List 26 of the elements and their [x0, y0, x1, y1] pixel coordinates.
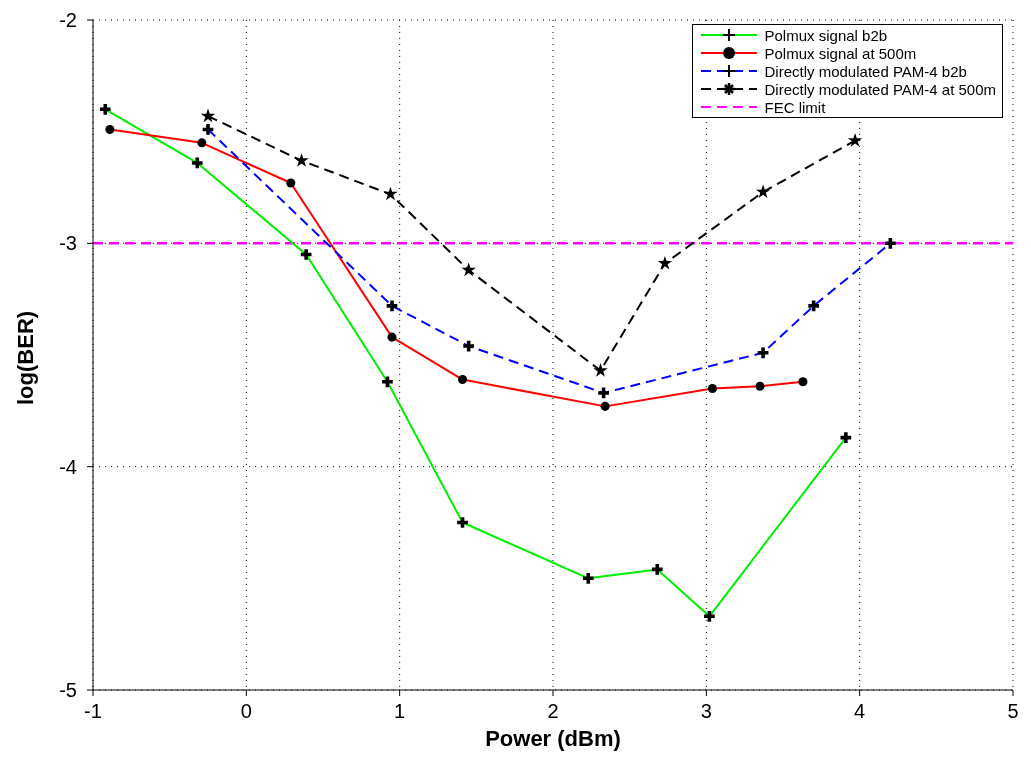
y-tick-label: -4: [59, 455, 77, 478]
point: [461, 262, 476, 277]
legend-label: Polmux signal b2b: [764, 26, 888, 44]
point: [593, 363, 608, 377]
y-tick-label: -5: [59, 679, 77, 701]
y-tick-label: -2: [59, 9, 77, 31]
x-tick-label: 4: [854, 700, 866, 722]
x-tick-label: 2: [547, 700, 559, 722]
legend-label: Polmux signal at 500m: [764, 44, 917, 62]
y-tick-label: -3: [59, 232, 77, 255]
point: [200, 108, 216, 123]
point: [383, 186, 398, 201]
point: [294, 153, 309, 167]
y-axis-title: log(BER): [12, 310, 38, 405]
point: [755, 184, 771, 199]
point: [657, 255, 673, 270]
legend-label: Directly modulated PAM-4 b2b: [764, 62, 967, 80]
legend-label: FEC limit: [764, 98, 826, 116]
x-tick-label: 0: [240, 700, 252, 722]
x-tick-label: 5: [1007, 700, 1019, 722]
x-tick-label: 3: [700, 700, 712, 722]
x-axis-title: Power (dBm): [485, 726, 621, 751]
x-tick-label: 1: [394, 700, 406, 722]
point: [847, 133, 863, 147]
x-tick-label: -1: [84, 700, 102, 722]
legend-label: Directly modulated PAM-4 at 500m: [764, 80, 996, 98]
